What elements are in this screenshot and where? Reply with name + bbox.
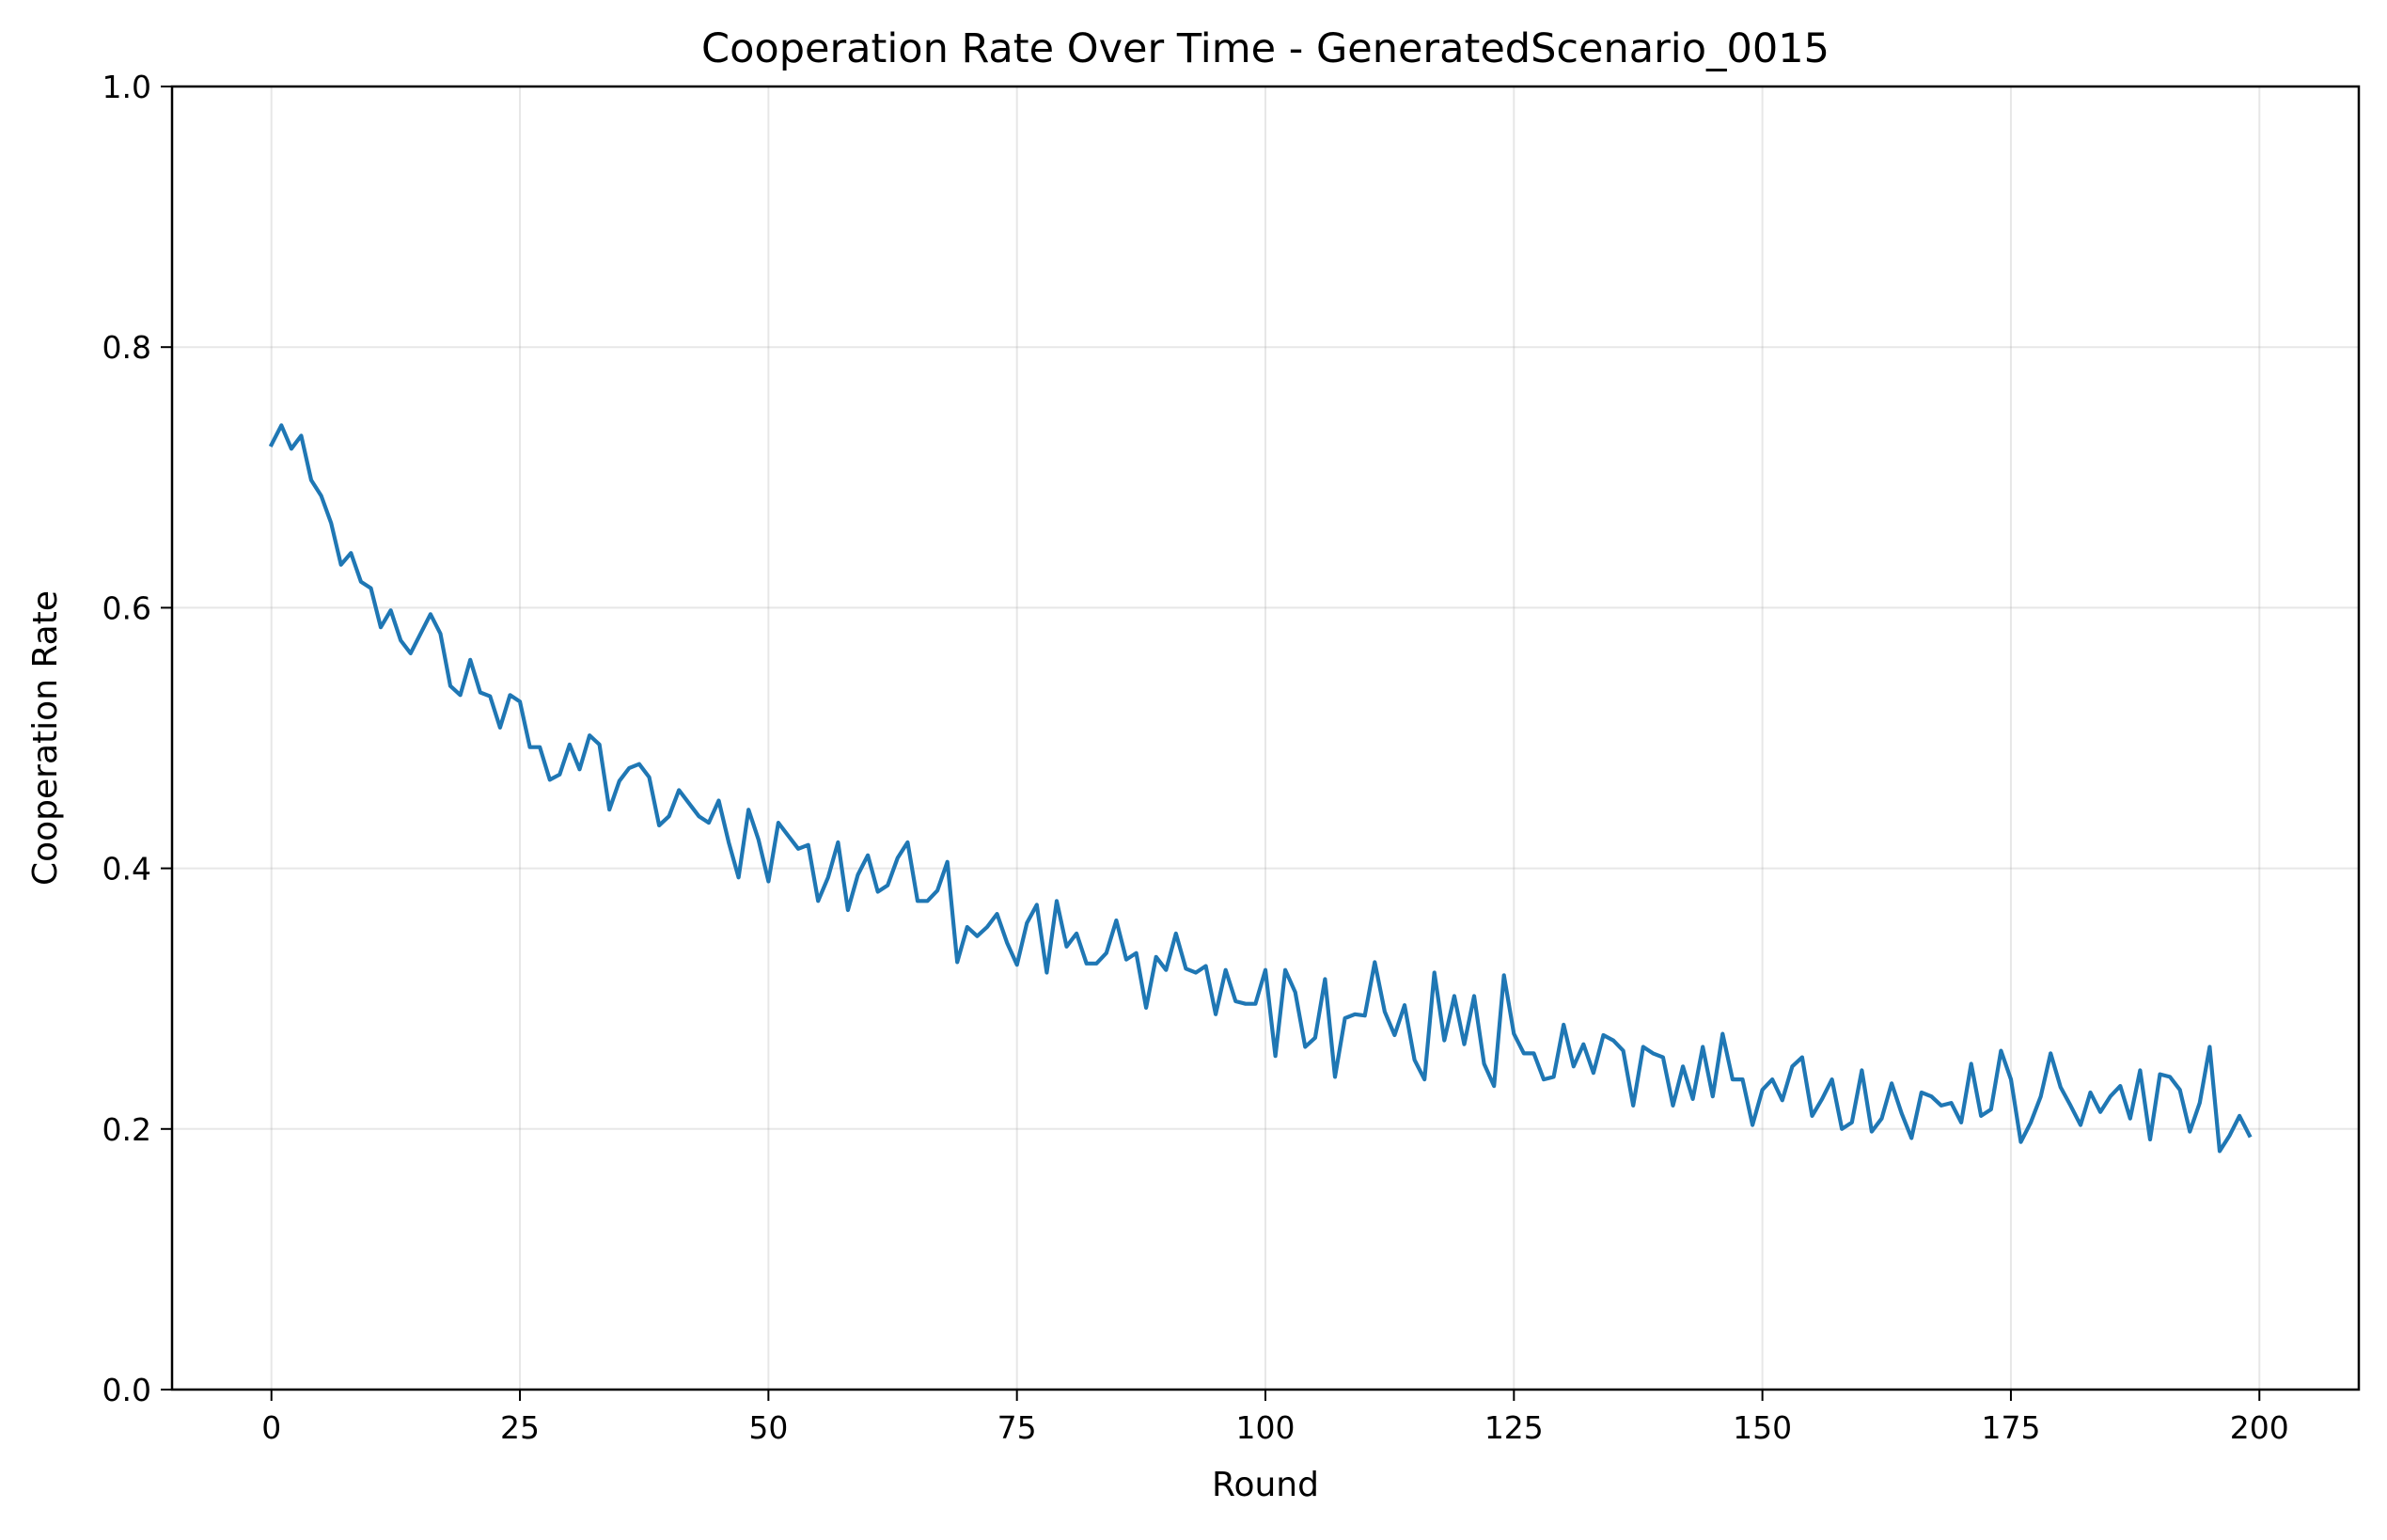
y-tick-label: 0.4 (102, 851, 151, 888)
x-tick-label: 50 (748, 1409, 788, 1446)
x-tick-label: 75 (997, 1409, 1037, 1446)
x-tick-label: 25 (500, 1409, 540, 1446)
x-tick-label: 200 (2230, 1409, 2289, 1446)
chart-title: Cooperation Rate Over Time - GeneratedSc… (701, 25, 1830, 72)
x-tick-label: 100 (1236, 1409, 1296, 1446)
y-axis-title: Cooperation Rate (26, 590, 65, 886)
cooperation-rate-line (268, 423, 2253, 1154)
x-tick-label: 125 (1484, 1409, 1544, 1446)
x-axis-title: Round (1212, 1466, 1319, 1504)
x-tick-label: 175 (1981, 1409, 2040, 1446)
y-tick-label: 0.0 (102, 1372, 151, 1408)
y-tick-label: 0.8 (102, 329, 151, 366)
series-layer (268, 423, 2253, 1154)
tick-layer: 0 25 50 75 100 125 150 175 200 0.0 0.2 0.4 0.6 0.8 1.0 (102, 69, 2289, 1446)
y-tick-label: 1.0 (102, 69, 151, 105)
x-tick-label: 150 (1733, 1409, 1792, 1446)
y-tick-label: 0.2 (102, 1111, 151, 1148)
x-tick-label: 0 (261, 1409, 281, 1446)
y-tick-label: 0.6 (102, 589, 151, 626)
